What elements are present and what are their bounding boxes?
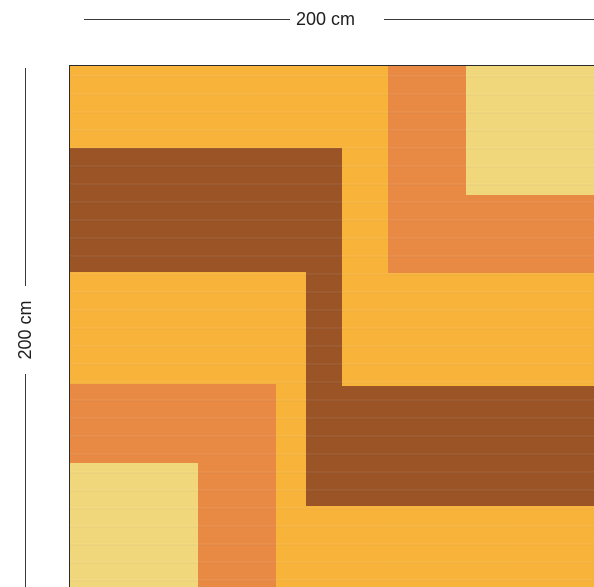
lower-brown-band (306, 386, 594, 506)
height-dimension-line-top (25, 68, 26, 286)
width-dimension-label: 200 cm (296, 9, 356, 29)
width-dimension-line-right (384, 19, 594, 20)
brown-vertical-connector (306, 272, 342, 386)
rug-pattern (69, 65, 594, 587)
height-dimension-line-bottom (25, 374, 26, 587)
top-right-yellow-square (466, 66, 594, 195)
bottom-left-yellow-square (70, 463, 198, 587)
width-dimension-line-left (84, 19, 290, 20)
upper-brown-band (70, 148, 342, 272)
height-dimension-label: 200 cm (15, 300, 35, 360)
